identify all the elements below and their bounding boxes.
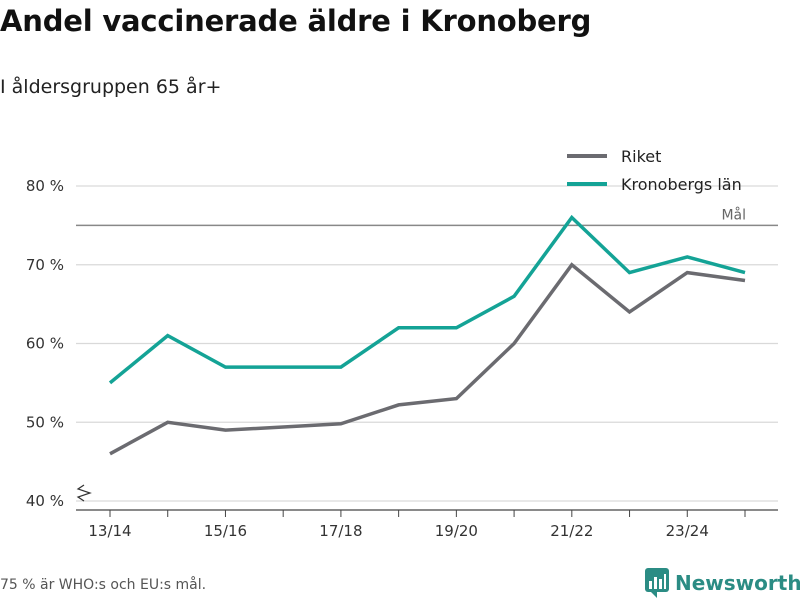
y-tick-label: 60 % (26, 335, 64, 353)
x-tick-label: 21/22 (550, 522, 593, 540)
legend: Riket Kronobergs län (567, 147, 742, 194)
brand-logo: Newsworthy (645, 568, 800, 598)
chart-subtitle: I åldersgruppen 65 år+ (0, 76, 222, 98)
x-tick-label: 13/14 (88, 522, 131, 540)
x-tick-label: 19/20 (435, 522, 478, 540)
series-lines (108, 214, 746, 456)
axes: 40 % 50 % 60 % 70 % 80 % 13/14 15/16 17/18 19/20… (26, 177, 778, 540)
y-tick-label: 80 % (26, 177, 64, 195)
footnote: 75 % är WHO:s och EU:s mål. (0, 577, 207, 593)
axis-break-mark (76, 484, 92, 502)
x-tick-label: 17/18 (319, 522, 362, 540)
goal-line-group: Mål (76, 206, 778, 227)
legend-label: Riket (621, 147, 661, 166)
series-line-riket (109, 262, 746, 456)
x-tick-label: 15/16 (204, 522, 247, 540)
brand-name: Newsworthy (675, 571, 800, 595)
y-tick-label: 40 % (26, 492, 64, 510)
chart-title: Andel vaccinerade äldre i Kronoberg (0, 4, 592, 38)
goal-label: Mål (721, 206, 746, 223)
x-tick-label: 23/24 (666, 522, 709, 540)
y-tick-label: 70 % (26, 256, 64, 274)
y-tick-label: 50 % (26, 413, 64, 431)
series-line-kronoberg (108, 214, 746, 385)
legend-label: Kronobergs län (621, 175, 742, 194)
newsworthy-logo-icon (645, 568, 669, 598)
